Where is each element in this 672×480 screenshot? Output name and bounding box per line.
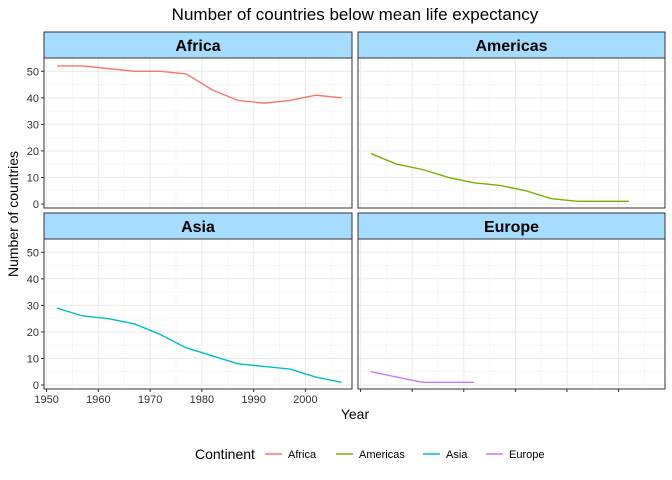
y-tick-label: 30 [27, 300, 39, 312]
panel-europe: Europe [357, 212, 666, 392]
y-tick-label: 50 [27, 66, 39, 78]
legend-label-europe: Europe [509, 449, 544, 461]
y-axis-title: Number of countries [5, 151, 21, 277]
x-tick-label: 1960 [86, 394, 110, 406]
x-tick-label: 1980 [190, 394, 214, 406]
chart-title: Number of countries below mean life expe… [172, 5, 539, 24]
y-tick-label: 0 [33, 199, 39, 211]
legend-label-americas: Americas [359, 449, 405, 461]
panel-strip-label: Europe [484, 219, 539, 236]
legend-label-asia: Asia [446, 449, 468, 461]
x-tick-label: 2000 [293, 394, 317, 406]
panel-border [43, 57, 353, 209]
panel-strip [357, 212, 666, 240]
panel-asia: Asia 0 10 20 30 40 50 1950 1960 1970 1980 1990 2000 [27, 212, 353, 406]
x-axis-title: Year [341, 406, 370, 422]
series-line-africa [56, 65, 342, 104]
panel-border [357, 238, 666, 390]
legend: Continent Africa Americas Asia Europe [195, 446, 544, 462]
panel-border [43, 238, 353, 390]
legend-label-africa: Africa [288, 449, 317, 461]
panel-border [357, 57, 666, 209]
y-tick-label: 10 [27, 172, 39, 184]
panel-strip-label: Americas [475, 38, 547, 55]
legend-title: Continent [195, 446, 255, 462]
panel-strip [357, 31, 666, 59]
x-tick-label: 1990 [241, 394, 265, 406]
y-tick-label: 40 [27, 274, 39, 286]
y-tick-label: 50 [27, 247, 39, 259]
series-line-asia [56, 307, 342, 384]
panels-layer: Africa 0 10 20 30 40 50 Americas Asia 0 10 20 30 40 50… [27, 31, 666, 406]
x-tick-label: 1970 [138, 394, 162, 406]
y-tick-label: 10 [27, 353, 39, 365]
panel-strip [43, 31, 353, 59]
series-line-europe [370, 371, 475, 384]
x-tick-label: 1950 [34, 394, 58, 406]
y-tick-label: 40 [27, 93, 39, 105]
panel-africa: Africa 0 10 20 30 40 50 [27, 31, 353, 211]
y-tick-label: 20 [27, 146, 39, 158]
panel-strip-label: Asia [181, 219, 215, 236]
series-line-americas [370, 152, 629, 203]
panel-americas: Americas [357, 31, 666, 209]
y-tick-label: 20 [27, 327, 39, 339]
y-tick-label: 30 [27, 119, 39, 131]
panel-strip-label: Africa [175, 38, 220, 55]
panel-strip [43, 212, 353, 240]
y-tick-label: 0 [33, 380, 39, 392]
